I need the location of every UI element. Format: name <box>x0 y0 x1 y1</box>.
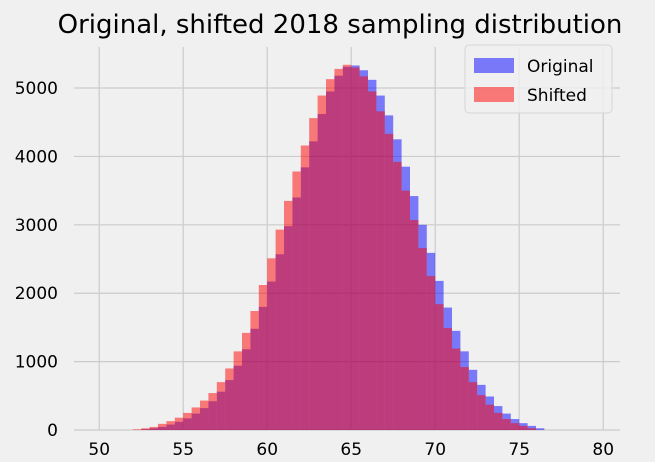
bar-shifted <box>494 412 503 430</box>
legend: Original Shifted <box>464 44 613 114</box>
bars <box>132 64 545 431</box>
bar-shifted <box>351 67 360 431</box>
x-tick-label: 65 <box>340 440 362 460</box>
bar-shifted <box>384 133 394 430</box>
legend-swatch-shifted <box>474 87 514 102</box>
series-shifted <box>132 64 536 431</box>
y-tick-label: 0 <box>47 421 58 441</box>
x-tick-label: 80 <box>592 440 614 460</box>
bar-shifted <box>359 76 368 430</box>
bar-shifted <box>216 382 226 430</box>
bar-shifted <box>460 367 469 430</box>
legend-swatch-original <box>474 58 514 73</box>
y-tick-label: 3000 <box>15 216 58 236</box>
bar-shifted <box>342 64 352 431</box>
bar-original <box>527 425 536 430</box>
bar-shifted <box>174 417 184 430</box>
y-tick-label: 1000 <box>15 353 58 373</box>
bar-shifted <box>334 68 343 430</box>
bar-shifted <box>208 393 217 430</box>
bar-shifted <box>309 118 318 430</box>
bar-shifted <box>267 258 276 430</box>
x-tick-labels: 50 55 60 65 70 75 80 <box>88 440 614 460</box>
bar-shifted <box>250 310 259 430</box>
bar-shifted <box>418 248 427 430</box>
bar-shifted <box>468 382 478 430</box>
bar-original <box>536 428 545 430</box>
bar-shifted <box>233 351 242 430</box>
bar-shifted <box>242 332 251 430</box>
bar-shifted <box>376 111 385 431</box>
bar-shifted <box>443 328 452 430</box>
x-tick-label: 55 <box>172 440 194 460</box>
x-tick-label: 70 <box>424 440 446 460</box>
bar-shifted <box>502 419 511 430</box>
bar-shifted <box>141 428 150 430</box>
x-tick-label: 50 <box>88 440 110 460</box>
bar-shifted <box>401 190 410 430</box>
bar-shifted <box>435 304 444 430</box>
bar-shifted <box>368 91 377 431</box>
bar-shifted <box>183 412 192 430</box>
bar-shifted <box>275 229 284 430</box>
y-tick-label: 2000 <box>15 284 58 304</box>
bar-shifted <box>292 171 301 430</box>
bar-shifted <box>191 407 200 430</box>
bar-shifted <box>510 423 520 430</box>
bar-shifted <box>326 79 335 430</box>
bar-shifted <box>300 145 310 430</box>
bar-shifted <box>132 429 142 430</box>
bar-shifted <box>452 348 461 430</box>
bar-shifted <box>166 421 175 430</box>
bar-shifted <box>200 400 209 430</box>
y-tick-label: 4000 <box>15 147 58 167</box>
bar-shifted <box>519 425 528 430</box>
bar-shifted <box>410 220 419 430</box>
bar-shifted <box>426 276 436 430</box>
bar-shifted <box>149 426 158 430</box>
bar-shifted <box>485 404 494 430</box>
bar-shifted <box>477 395 486 430</box>
x-tick-label: 60 <box>256 440 278 460</box>
bar-shifted <box>158 423 167 430</box>
legend-label-original: Original <box>527 57 594 77</box>
bar-shifted <box>527 428 536 430</box>
bar-shifted <box>225 368 234 430</box>
y-tick-label: 5000 <box>15 79 58 99</box>
chart-title: Original, shifted 2018 sampling distribu… <box>58 10 623 40</box>
bar-shifted <box>393 161 402 430</box>
legend-label-shifted: Shifted <box>527 86 587 106</box>
bar-shifted <box>317 95 326 430</box>
x-tick-label: 75 <box>508 440 530 460</box>
bar-shifted <box>258 285 268 430</box>
y-tick-labels: 0 1000 2000 3000 4000 5000 <box>15 79 58 441</box>
bar-shifted <box>284 200 293 430</box>
